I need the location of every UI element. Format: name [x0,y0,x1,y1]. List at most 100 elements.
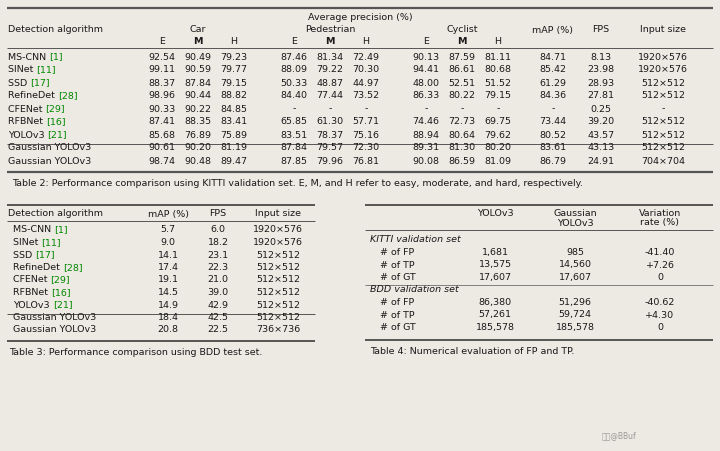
Text: SINet: SINet [13,238,41,247]
Text: 81.09: 81.09 [485,156,511,166]
Text: Car: Car [190,26,206,34]
Text: 43.13: 43.13 [588,143,615,152]
Text: Gaussian YOLOv3: Gaussian YOLOv3 [8,156,91,166]
Text: 61.29: 61.29 [539,78,567,87]
Text: 88.09: 88.09 [281,65,307,74]
Text: 512×512: 512×512 [641,143,685,152]
Text: 17.4: 17.4 [158,263,179,272]
Text: RFBNet: RFBNet [8,118,46,126]
Text: 90.20: 90.20 [184,143,212,152]
Text: 80.68: 80.68 [485,65,511,74]
Text: 72.73: 72.73 [449,118,476,126]
Text: 89.47: 89.47 [220,156,248,166]
Text: CFENet: CFENet [8,105,45,114]
Text: Table 3: Performance comparison using BDD test set.: Table 3: Performance comparison using BD… [9,348,262,357]
Text: 57.71: 57.71 [353,118,379,126]
Text: 43.57: 43.57 [588,130,615,139]
Text: 84.71: 84.71 [539,52,567,61]
Text: Input size: Input size [255,210,301,218]
Text: 90.13: 90.13 [413,52,440,61]
Text: [17]: [17] [30,78,50,87]
Text: 88.82: 88.82 [220,92,248,101]
Text: [29]: [29] [50,276,70,285]
Text: [16]: [16] [51,288,71,297]
Text: 79.22: 79.22 [317,65,343,74]
Text: 512×512: 512×512 [256,313,300,322]
Text: 512×512: 512×512 [641,118,685,126]
Text: Average precision (%): Average precision (%) [307,13,413,22]
Text: 87.41: 87.41 [148,118,176,126]
Text: 8.13: 8.13 [590,52,611,61]
Text: YOLOv3: YOLOv3 [477,208,513,217]
Text: 69.75: 69.75 [485,118,511,126]
Text: 44.97: 44.97 [353,78,379,87]
Text: -: - [328,105,332,114]
Text: 86.33: 86.33 [413,92,440,101]
Text: -: - [292,105,296,114]
Text: 98.74: 98.74 [148,156,176,166]
Text: 736×736: 736×736 [256,326,300,335]
Text: 86.79: 86.79 [539,156,567,166]
Text: 185,578: 185,578 [475,323,515,332]
Text: 80.20: 80.20 [485,143,511,152]
Text: 51.52: 51.52 [485,78,511,87]
Text: 90.61: 90.61 [148,143,176,152]
Text: SSD: SSD [8,78,30,87]
Text: 0: 0 [657,273,663,282]
Text: 704×704: 704×704 [641,156,685,166]
Text: 81.11: 81.11 [485,52,511,61]
Text: [29]: [29] [45,105,65,114]
Text: 80.64: 80.64 [449,130,475,139]
Text: 87.84: 87.84 [281,143,307,152]
Text: 50.33: 50.33 [280,78,307,87]
Text: BDD validation set: BDD validation set [370,285,459,295]
Text: 75.89: 75.89 [220,130,248,139]
Text: 70.30: 70.30 [352,65,379,74]
Text: mAP (%): mAP (%) [533,26,574,34]
Text: 79.23: 79.23 [220,52,248,61]
Text: H: H [362,37,369,46]
Text: 80.22: 80.22 [449,92,475,101]
Text: 17,607: 17,607 [479,273,511,282]
Text: 512×512: 512×512 [641,78,685,87]
Text: 9.0: 9.0 [161,238,176,247]
Text: 76.81: 76.81 [353,156,379,166]
Text: -: - [496,105,500,114]
Text: 0: 0 [657,323,663,332]
Text: 5.7: 5.7 [161,226,176,235]
Text: Table 2: Performance comparison using KITTI validation set. E, M, and H refer to: Table 2: Performance comparison using KI… [12,179,583,188]
Text: 65.85: 65.85 [281,118,307,126]
Text: 80.52: 80.52 [539,130,567,139]
Text: [17]: [17] [35,250,55,259]
Text: KITTI validation set: KITTI validation set [370,235,461,244]
Text: 17,607: 17,607 [559,273,592,282]
Text: # of TP: # of TP [380,261,415,270]
Text: 22.3: 22.3 [207,263,228,272]
Text: -40.62: -40.62 [645,298,675,307]
Text: Gaussian YOLOv3: Gaussian YOLOv3 [13,326,96,335]
Text: CFENet: CFENet [13,276,50,285]
Text: [11]: [11] [37,65,56,74]
Text: E: E [423,37,429,46]
Text: Gaussian YOLOv3: Gaussian YOLOv3 [13,313,96,322]
Text: [11]: [11] [41,238,61,247]
Text: 90.49: 90.49 [184,52,212,61]
Text: 81.19: 81.19 [220,143,248,152]
Text: 52.51: 52.51 [449,78,475,87]
Text: MS-CNN: MS-CNN [13,226,54,235]
Text: 512×512: 512×512 [641,130,685,139]
Text: [21]: [21] [48,130,67,139]
Text: 73.52: 73.52 [352,92,379,101]
Text: [1]: [1] [54,226,68,235]
Text: 48.87: 48.87 [317,78,343,87]
Text: -: - [424,105,428,114]
Text: Gaussian YOLOv3: Gaussian YOLOv3 [8,143,91,152]
Text: H: H [495,37,502,46]
Text: 185,578: 185,578 [556,323,595,332]
Text: 79.96: 79.96 [317,156,343,166]
Text: rate (%): rate (%) [641,218,680,227]
Text: # of GT: # of GT [380,323,415,332]
Text: 79.15: 79.15 [485,92,511,101]
Text: 88.35: 88.35 [184,118,212,126]
Text: [28]: [28] [63,263,83,272]
